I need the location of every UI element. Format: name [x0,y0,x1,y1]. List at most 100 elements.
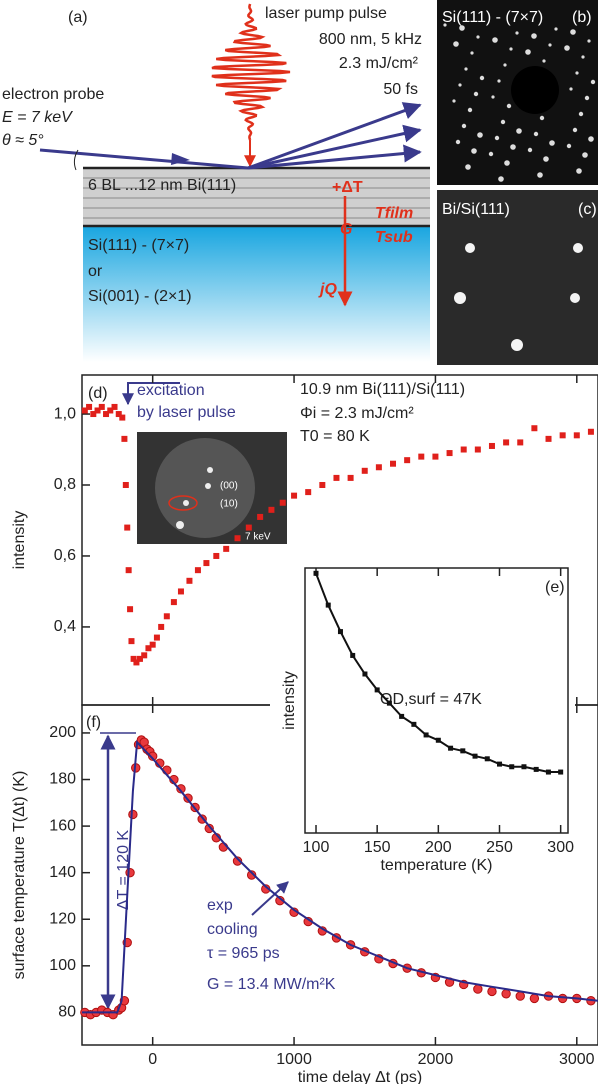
panel-label: (f) [86,714,101,731]
spot [470,51,474,55]
substrate-text: or [88,263,103,280]
image-title: Bi/Si(111) [442,201,510,218]
leed-screen [155,438,255,538]
spot [473,91,479,97]
data-point [163,613,170,620]
spot [566,143,572,149]
spot [510,144,516,150]
data-point [375,464,382,471]
diffracted-beam [247,102,422,170]
spot [578,111,584,117]
x-tick-label: 100 [303,839,330,856]
data-point [559,432,566,439]
spot [554,27,558,31]
spot [527,147,533,153]
x-tick-label: 250 [486,839,513,856]
pump-text: laser pump pulse [265,5,387,22]
x-tick-label: 300 [547,839,574,856]
spot [504,160,510,166]
g-text: G [340,221,352,238]
data-point [119,414,126,421]
spot [479,75,485,81]
data-point [545,769,551,775]
chart: 100 150 200 250 300 temperature (K) intensity (… [270,562,575,877]
spot [587,39,591,43]
data-point [125,867,135,878]
spot [590,79,596,85]
spot [531,33,537,39]
data-point [587,428,594,435]
annotation: 10.9 nm Bi(111)/Si(111) [300,381,465,398]
data-point [435,737,441,743]
y-axis-title: intensity [281,671,298,730]
data-point [257,513,264,520]
data-point [347,474,354,481]
data-point [448,745,454,751]
spot [498,176,504,182]
spot [539,115,545,121]
y-tick-label: 200 [49,724,76,741]
y-tick-label: 1,0 [54,405,76,422]
data-point [203,560,210,567]
data-point [149,641,156,648]
data-point [374,687,380,693]
spot [515,31,519,35]
data-point [350,652,356,658]
panel-label: (d) [88,385,108,402]
laser-pulse [211,3,291,141]
data-point [125,567,132,574]
spot [491,95,495,99]
spot [497,79,501,83]
probe-text: electron probe [2,86,104,103]
data-point [176,784,186,794]
j-q: jQ [318,281,337,298]
spot [492,37,498,43]
spot [506,103,512,109]
y-tick-label: 0,4 [54,618,76,635]
spot [516,128,522,134]
data-point [90,411,97,418]
data-point [213,552,220,559]
spot [542,59,546,63]
spot [569,87,573,91]
panel-label: (c) [578,201,597,218]
data-point [313,570,319,576]
data-point [115,411,122,418]
data-point [460,446,467,453]
data-point [418,453,425,460]
spot [533,131,539,137]
data-point [279,499,286,506]
data-point [460,748,466,754]
data-point [531,425,538,432]
data-point [517,439,524,446]
y-axis-title: surface temperature T(Δt) (K) [11,771,28,980]
spot [488,151,494,157]
data-point [529,993,540,1004]
data-point [319,482,326,488]
data-point [141,652,148,659]
panel-label: (b) [572,9,592,26]
data-point [121,435,128,442]
data-point [232,856,243,866]
data-point [404,457,411,464]
t-sub: Tsub [375,229,413,246]
data-point [411,721,417,727]
y-tick-label: 160 [49,817,76,834]
y-tick-label: 80 [58,1004,76,1021]
spot-marker [168,495,198,511]
spot [459,25,465,31]
spot [503,63,507,67]
data-point [545,435,552,442]
y-tick-label: 100 [49,957,76,974]
spot [471,148,477,154]
leed-image [437,190,598,365]
annotation: ΘD,surf = 47K [380,691,482,708]
spot [525,49,531,55]
spot [494,135,500,141]
data-point [124,524,131,531]
data-point [521,764,527,770]
spot [443,23,447,27]
diffraction-spots [454,243,583,351]
data-point [501,989,511,999]
